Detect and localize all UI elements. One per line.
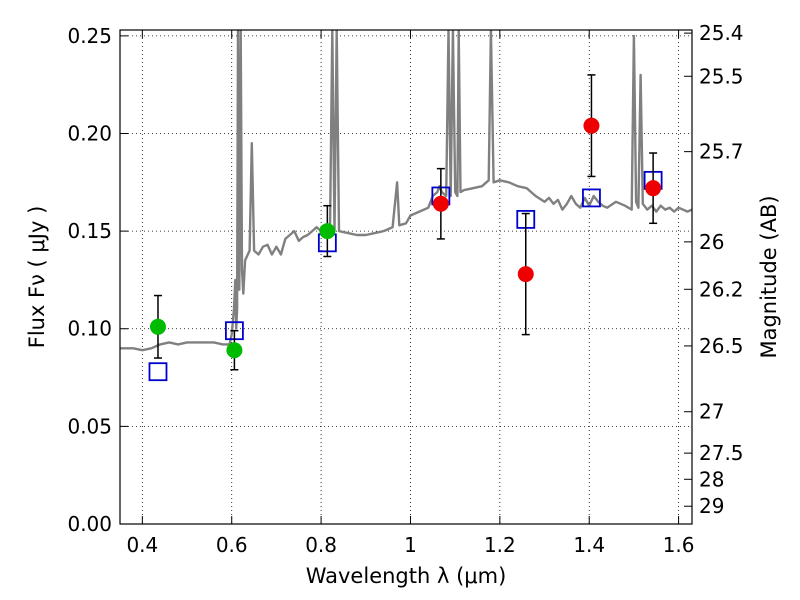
- right-tick-label: 27: [699, 400, 724, 424]
- right-tick-label: 25.7: [699, 140, 744, 164]
- observed-point-green: [149, 318, 166, 335]
- right-tick-label: 27.5: [699, 441, 744, 465]
- right-tick-label: 26: [699, 230, 724, 254]
- right-tick-label: 28: [699, 467, 724, 491]
- x-tick-label: 1.4: [573, 533, 605, 557]
- y-axis-label: Flux Fν ( μJy ): [25, 206, 49, 349]
- x-tick-label: 1: [404, 533, 417, 557]
- model-square-point: [148, 362, 168, 382]
- tick-labels: 0.4 0.6 0.8 1 1.2 1.4 1.6 0.00 0.05 0.10 0.15 0.20 0…: [67, 21, 743, 557]
- right-tick-label: 26.2: [699, 277, 744, 301]
- x-tick-label: 1.6: [663, 533, 695, 557]
- y-tick-label: 0.05: [67, 414, 112, 438]
- observed-point-green: [319, 223, 336, 240]
- observed-point-red: [517, 266, 534, 283]
- right-tick-label: 29: [699, 494, 724, 518]
- observed-point-green: [226, 342, 243, 359]
- right-tick-label: 25.5: [699, 64, 744, 88]
- x-tick-label: 0.4: [126, 533, 158, 557]
- observed-point-red: [583, 117, 600, 134]
- x-tick-label: 1.2: [484, 533, 516, 557]
- observed-point-red: [432, 195, 449, 212]
- y-axis-label-right: Magnitude (AB): [757, 195, 781, 358]
- plot-content: [120, 30, 692, 382]
- right-tick-label: 26.5: [699, 334, 744, 358]
- plot-clipped-group: [120, 30, 692, 382]
- y-tick-label: 0.20: [67, 121, 112, 145]
- spectrum-line: [120, 30, 692, 352]
- model-square-point: [582, 188, 601, 208]
- x-axis-label: Wavelength λ (μm): [306, 564, 507, 588]
- plot-frame: [119, 29, 693, 525]
- observed-point-red: [645, 180, 662, 197]
- x-tick-label: 0.6: [216, 533, 248, 557]
- y-tick-label: 0.10: [67, 317, 112, 341]
- y-tick-label: 0.15: [67, 219, 112, 243]
- x-tick-label: 0.8: [305, 533, 337, 557]
- axis-ticks: [120, 30, 692, 525]
- right-tick-label: 25.4: [699, 21, 744, 45]
- y-tick-label: 0.00: [67, 512, 112, 536]
- y-tick-label: 0.25: [67, 24, 112, 48]
